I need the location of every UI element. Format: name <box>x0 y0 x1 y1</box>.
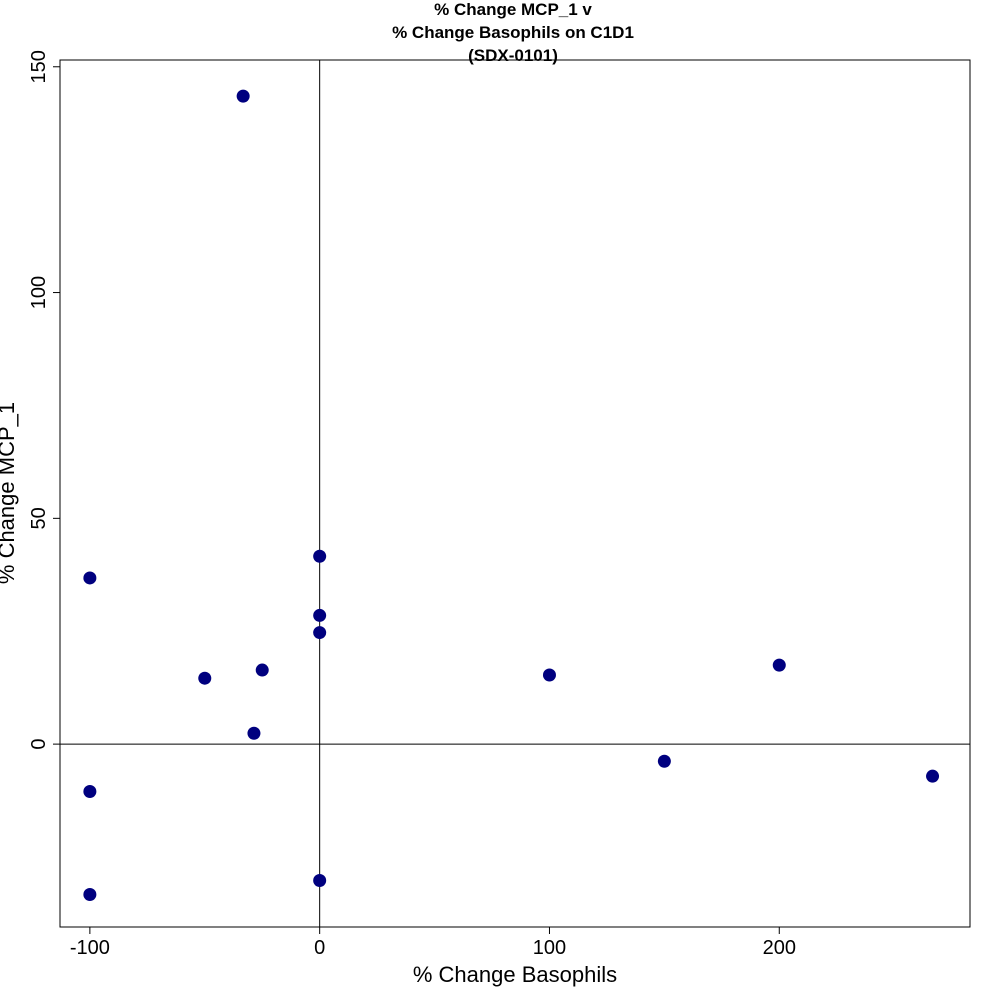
x-tick-label: 100 <box>533 937 566 959</box>
data-point <box>255 663 269 677</box>
plot-frame <box>59 59 971 928</box>
data-point <box>313 626 327 640</box>
x-axis-label: % Change Basophils <box>413 962 617 987</box>
y-tick-label: 100 <box>28 276 50 309</box>
data-point <box>247 726 261 740</box>
y-tick-label: 50 <box>28 507 50 529</box>
x-tick-label: 200 <box>763 937 796 959</box>
x-axis: -100 0 100 200 <box>70 927 796 959</box>
data-point <box>198 671 212 685</box>
x-tick-label: 0 <box>314 937 325 959</box>
data-point <box>83 887 97 901</box>
data-points <box>83 89 940 901</box>
data-point <box>313 873 327 887</box>
chart-title-line-1: % Change MCP_1 v <box>434 0 592 19</box>
data-point <box>83 785 97 799</box>
chart-title-line-3: (SDX-0101) <box>468 46 558 65</box>
data-point <box>236 89 250 103</box>
x-tick-label: -100 <box>70 937 110 959</box>
data-point <box>772 658 786 672</box>
data-point <box>542 668 556 682</box>
y-tick-label: 0 <box>28 739 50 750</box>
chart-title: % Change MCP_1 v % Change Basophils on C… <box>392 0 634 65</box>
y-tick-label: 150 <box>28 50 50 83</box>
data-point <box>83 571 97 585</box>
data-point <box>313 549 327 563</box>
data-point <box>657 754 671 768</box>
y-axis-label: % Change MCP_1 <box>0 402 19 584</box>
data-point <box>926 769 940 783</box>
chart-title-line-2: % Change Basophils on C1D1 <box>392 23 634 42</box>
y-axis: 0 50 100 150 <box>28 50 60 750</box>
data-point <box>313 608 327 622</box>
